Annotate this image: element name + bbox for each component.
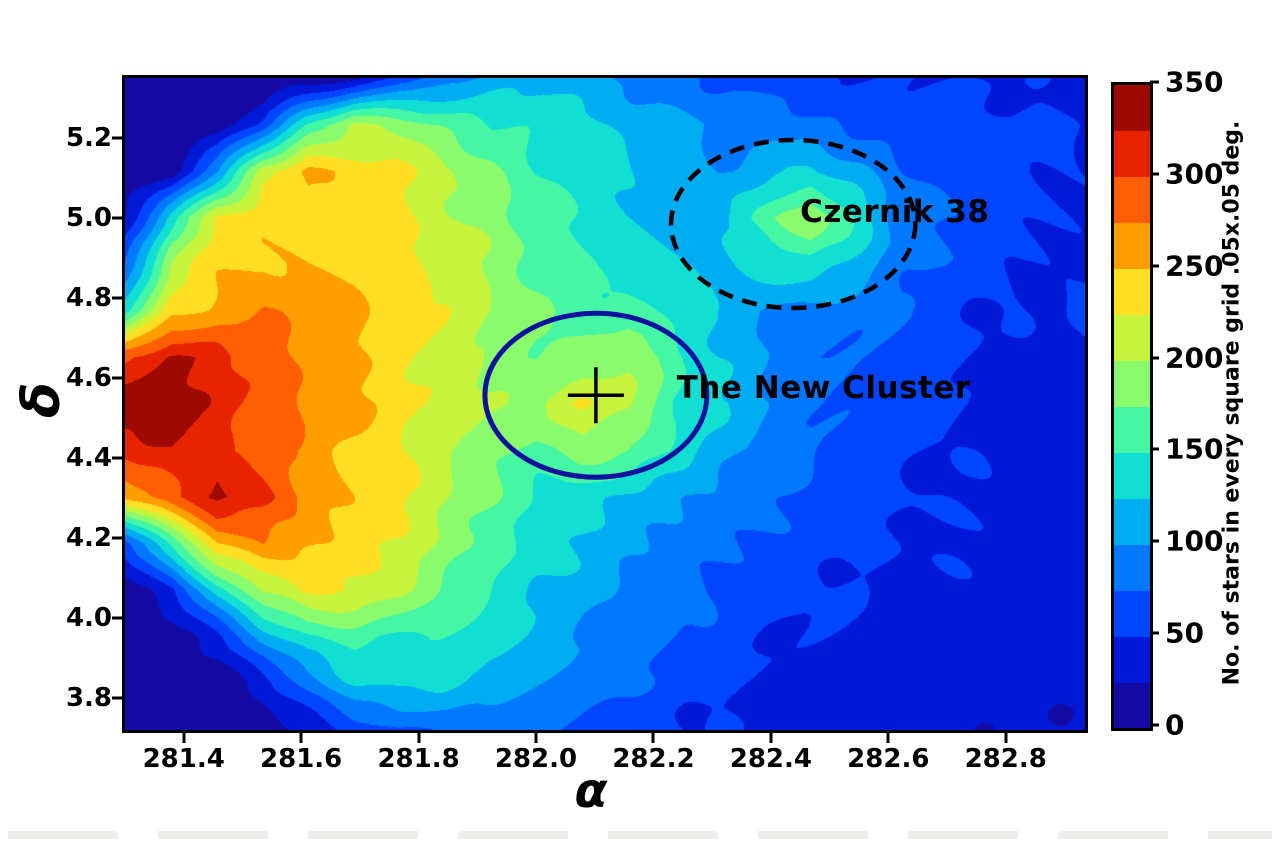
- colorbar-band: [1114, 406, 1150, 453]
- colorbar-tick-mark: [1150, 447, 1159, 451]
- colorbar-tick-label: 250: [1165, 249, 1224, 283]
- y-tick-label: 5.0: [65, 203, 112, 233]
- annotation-czernik-38: Czernik 38: [800, 194, 990, 230]
- x-tick-label: 282.4: [729, 744, 812, 774]
- x-tick-label: 281.8: [377, 744, 460, 774]
- colorbar-band: [1114, 85, 1150, 132]
- annotation-the-new-cluster: The New Cluster: [676, 370, 971, 406]
- colorbar-tick-mark: [1150, 264, 1159, 268]
- colorbar-tick-mark: [1150, 631, 1159, 635]
- y-tick-label: 5.2: [65, 123, 112, 153]
- colorbar-tick-label: 200: [1165, 341, 1224, 375]
- x-tick-label: 281.6: [260, 744, 343, 774]
- y-tick-mark: [112, 296, 125, 300]
- x-tick-mark: [886, 730, 890, 743]
- y-axis-label: δ: [12, 382, 72, 418]
- y-tick-mark: [112, 616, 125, 620]
- colorbar-band: [1114, 268, 1150, 316]
- colorbar-band: [1114, 544, 1150, 591]
- x-tick-mark: [1004, 730, 1008, 743]
- x-tick-label: 282.6: [847, 744, 930, 774]
- x-tick-mark: [534, 730, 538, 743]
- y-tick-mark: [112, 136, 125, 140]
- y-tick-label: 4.4: [65, 443, 112, 473]
- x-tick-label: 282.8: [964, 744, 1047, 774]
- colorbar-tick-label: 150: [1165, 432, 1224, 466]
- y-tick-mark: [112, 696, 125, 700]
- y-tick-label: 4.2: [65, 523, 112, 553]
- colorbar-tick-label: 350: [1165, 65, 1224, 99]
- cropped-caption-strip: [8, 831, 1272, 839]
- y-tick-label: 4.6: [65, 363, 112, 393]
- colorbar-tick-mark: [1150, 356, 1159, 360]
- colorbar: [1111, 82, 1153, 731]
- colorbar-tick-label: 0: [1165, 708, 1185, 742]
- x-tick-mark: [769, 730, 773, 743]
- x-tick-mark: [182, 730, 186, 743]
- colorbar-band: [1114, 222, 1150, 270]
- x-tick-label: 282.2: [612, 744, 695, 774]
- colorbar-tick-mark: [1150, 723, 1159, 727]
- x-tick-label: 281.4: [142, 744, 225, 774]
- colorbar-tick-label: 300: [1165, 157, 1224, 191]
- colorbar-band: [1114, 360, 1150, 407]
- colorbar-tick-label: 50: [1165, 616, 1204, 650]
- y-tick-mark: [112, 216, 125, 220]
- colorbar-tick-mark: [1150, 539, 1159, 543]
- colorbar-band: [1114, 636, 1150, 683]
- colorbar-band: [1114, 130, 1150, 178]
- y-tick-label: 3.8: [65, 683, 112, 713]
- colorbar-band: [1114, 498, 1150, 545]
- colorbar-band: [1114, 682, 1150, 729]
- colorbar-title: No. of stars in every square grid .05x.0…: [1219, 120, 1245, 686]
- x-tick-mark: [299, 730, 303, 743]
- x-tick-mark: [417, 730, 421, 743]
- colorbar-tick-mark: [1150, 172, 1159, 176]
- colorbar-band: [1114, 452, 1150, 499]
- colorbar-tick-mark: [1150, 80, 1159, 84]
- x-tick-label: 282.0: [494, 744, 578, 774]
- colorbar-band: [1114, 590, 1150, 637]
- colorbar-tick-label: 100: [1165, 524, 1224, 558]
- colorbar-band: [1114, 314, 1150, 362]
- y-tick-mark: [112, 456, 125, 460]
- y-tick-mark: [112, 376, 125, 380]
- y-tick-label: 4.8: [65, 283, 112, 313]
- y-tick-label: 4.0: [65, 603, 112, 633]
- colorbar-band: [1114, 176, 1150, 224]
- x-axis-label: α: [574, 763, 608, 819]
- y-tick-mark: [112, 536, 125, 540]
- x-tick-mark: [651, 730, 655, 743]
